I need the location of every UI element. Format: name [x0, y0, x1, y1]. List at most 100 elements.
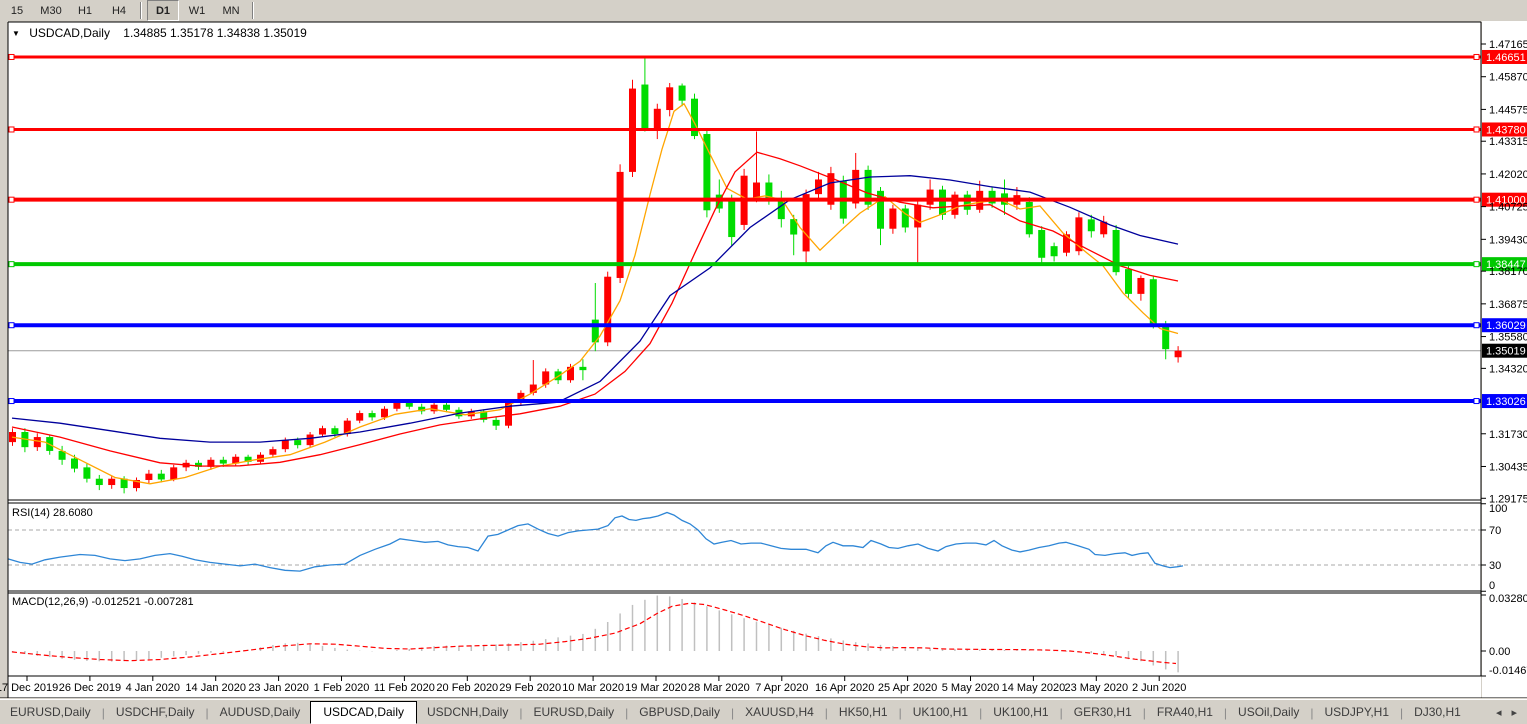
timeframe-button-mn[interactable]: MN — [215, 0, 247, 21]
svg-text:1.30435: 1.30435 — [1489, 461, 1527, 473]
price-badge — [1482, 49, 1527, 64]
svg-text:1.41000: 1.41000 — [1486, 195, 1526, 207]
tab-usdcad-daily[interactable]: USDCAD,Daily — [310, 701, 417, 724]
hline-handle-right[interactable] — [1473, 53, 1480, 60]
svg-text:1.43780: 1.43780 — [1486, 124, 1526, 136]
tab-hk50-h1[interactable]: HK50,H1 — [838, 705, 888, 719]
rsi-panel[interactable] — [7, 511, 1481, 572]
tab-eurusd-daily[interactable]: EURUSD,Daily — [10, 705, 91, 719]
svg-text:1.42020: 1.42020 — [1489, 169, 1527, 181]
macd-histogram — [11, 595, 1179, 673]
hline-handle-left[interactable] — [8, 261, 15, 268]
tab-uk100-h1[interactable]: UK100,H1 — [993, 705, 1049, 719]
ma-slow-line — [11, 175, 1179, 443]
rsi-indicator-label: RSI(14) 28.6080 — [12, 507, 93, 519]
tab-usoil-daily[interactable]: USOil,Daily — [1238, 705, 1300, 719]
tab-xauusd-h4[interactable]: XAUUSD,H4 — [745, 705, 814, 719]
svg-text:0.00: 0.00 — [1489, 646, 1510, 658]
tab-separator: | — [1223, 705, 1228, 720]
timeframe-toolbar: 15 M30 H1 H4 D1 W1 MN — [0, 0, 1527, 22]
svg-text:1.35019: 1.35019 — [1486, 346, 1526, 358]
timeframe-button-m30[interactable]: M30 — [35, 0, 67, 21]
timeframe-button-h1[interactable]: H1 — [69, 0, 101, 21]
tab-scroll-right-icon[interactable]: ▸ — [1511, 707, 1517, 719]
svg-text:1.33026: 1.33026 — [1486, 396, 1526, 408]
toolbar-separator — [252, 2, 254, 19]
tab-separator: | — [205, 705, 209, 720]
svg-text:4 Jan 2020: 4 Jan 2020 — [126, 682, 180, 694]
tab-separator: | — [1142, 705, 1146, 720]
svg-text:1.31730: 1.31730 — [1489, 429, 1527, 441]
svg-text:0: 0 — [1489, 580, 1495, 592]
svg-text:2 Jun 2020: 2 Jun 2020 — [1132, 682, 1186, 694]
svg-text:70: 70 — [1489, 525, 1501, 537]
svg-text:5 May 2020: 5 May 2020 — [942, 682, 999, 694]
svg-text:100: 100 — [1489, 503, 1507, 515]
collapse-triangle-icon[interactable]: ▼ — [12, 29, 20, 38]
hline-handle-right[interactable] — [1473, 322, 1480, 329]
svg-text:1.45870: 1.45870 — [1489, 72, 1527, 84]
chart-title: ▼ USDCAD,Daily 1.34885 1.35178 1.34838 1… — [12, 26, 307, 40]
tab-fra40-h1[interactable]: FRA40,H1 — [1156, 705, 1213, 719]
tab-ger30-h1[interactable]: GER30,H1 — [1073, 705, 1132, 719]
tab-usdjpy-h1[interactable]: USDJPY,H1 — [1324, 705, 1389, 719]
svg-text:11 Feb 2020: 11 Feb 2020 — [374, 682, 435, 694]
svg-text:29 Feb 2020: 29 Feb 2020 — [499, 682, 561, 694]
tab-audusd-daily[interactable]: AUDUSD,Daily — [219, 705, 301, 719]
timeframe-button-d1[interactable]: D1 — [147, 0, 179, 21]
tab-scroll-left-icon[interactable]: ◂ — [1495, 707, 1502, 719]
tab-separator: | — [979, 705, 983, 720]
hline-handle-right[interactable] — [1473, 261, 1480, 268]
svg-text:14 May 2020: 14 May 2020 — [1002, 682, 1066, 694]
macd-panel[interactable] — [11, 595, 1179, 673]
rsi-line — [7, 511, 1184, 572]
svg-text:23 Jan 2020: 23 Jan 2020 — [248, 682, 309, 694]
timeframe-button-h4[interactable]: H4 — [103, 0, 135, 21]
bid-price-badge — [1482, 343, 1527, 358]
svg-text:16 Apr 2020: 16 Apr 2020 — [815, 682, 874, 694]
svg-text:1.40725: 1.40725 — [1489, 202, 1527, 214]
hline-handle-left[interactable] — [8, 196, 15, 203]
hline-handle-left[interactable] — [8, 398, 15, 405]
svg-text:19 Mar 2020: 19 Mar 2020 — [625, 682, 687, 694]
tab-gbpusd-daily[interactable]: GBPUSD,Daily — [639, 705, 720, 719]
price-badge — [1482, 192, 1527, 207]
hline-handle-right[interactable] — [1473, 126, 1480, 133]
candles-layer — [9, 56, 1182, 494]
price-badge — [1482, 122, 1527, 137]
hline-handle-left[interactable] — [8, 126, 15, 133]
hline-handle-right[interactable] — [1473, 196, 1480, 203]
tab-separator: | — [625, 705, 629, 720]
tab-eurusd-daily[interactable]: EURUSD,Daily — [533, 705, 615, 719]
svg-text:1.43315: 1.43315 — [1489, 136, 1527, 148]
hline-handle-right[interactable] — [1473, 398, 1480, 405]
svg-text:1 Feb 2020: 1 Feb 2020 — [314, 682, 370, 694]
ma-fast-line — [11, 102, 1179, 485]
svg-text:28 Mar 2020: 28 Mar 2020 — [688, 682, 750, 694]
svg-text:14 Jan 2020: 14 Jan 2020 — [185, 682, 246, 694]
price-badge — [1482, 257, 1527, 272]
svg-text:7 Apr 2020: 7 Apr 2020 — [755, 682, 808, 694]
tab-uk100-h1[interactable]: UK100,H1 — [912, 705, 969, 719]
svg-text:25 Apr 2020: 25 Apr 2020 — [878, 682, 937, 694]
hline-handle-left[interactable] — [8, 322, 15, 329]
svg-text:1.46651: 1.46651 — [1486, 52, 1526, 64]
timeframe-button-15[interactable]: 15 — [1, 0, 33, 21]
hline-handle-left[interactable] — [8, 53, 15, 60]
svg-text:0.03280: 0.03280 — [1489, 593, 1527, 605]
timeframe-button-w1[interactable]: W1 — [181, 0, 213, 21]
tab-dj30-h1[interactable]: DJ30,H1 — [1414, 705, 1461, 719]
tab-separator: | — [1310, 705, 1314, 720]
svg-text:26 Dec 2019: 26 Dec 2019 — [59, 682, 121, 694]
tab-separator: | — [824, 705, 828, 720]
tab-separator: | — [898, 705, 902, 720]
svg-text:1.36029: 1.36029 — [1486, 320, 1526, 332]
svg-text:1.36875: 1.36875 — [1489, 299, 1527, 311]
chart-symbol-label: USDCAD,Daily — [29, 26, 110, 40]
chart-area[interactable]: 1.46651 1.43780 1.41000 1.38447 1.36029 1.330… — [0, 21, 1527, 698]
svg-text:1.29175: 1.29175 — [1489, 493, 1527, 505]
tab-usdcnh-daily[interactable]: USDCNH,Daily — [427, 705, 509, 719]
tab-usdchf-daily[interactable]: USDCHF,Daily — [115, 705, 195, 719]
main-chart-panel[interactable] — [8, 53, 1481, 494]
